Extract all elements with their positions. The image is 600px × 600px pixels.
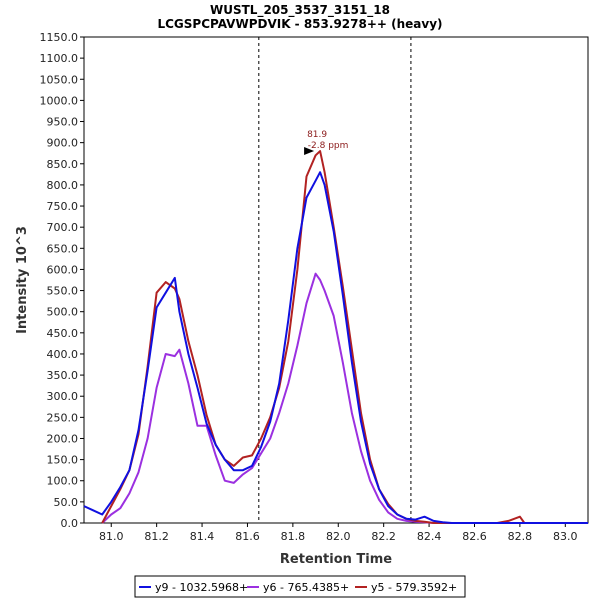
y-axis-ticks: 0.0 50.0 100.0 150.0 200.0 250.0 300.0 350.0 400… [40, 31, 84, 530]
peak-marker-arrow [304, 146, 315, 155]
peak-boundaries [258, 37, 412, 523]
y-tick-label: 250.0 [47, 411, 79, 424]
chart-title: WUSTL_205_3537_3151_18 [210, 3, 390, 18]
legend-label: y9 - 1032.5968+ [155, 581, 248, 594]
y-tick-label: 850.0 [47, 158, 79, 171]
chart-subtitle: LCGSPCPAVWPDVIK - 853.9278++ (heavy) [157, 17, 442, 31]
y-tick-label: 550.0 [47, 285, 79, 298]
y-tick-label: 150.0 [47, 454, 79, 467]
y-tick-label: 350.0 [47, 369, 79, 382]
plot-frame [83, 36, 589, 524]
y-tick-label: 600.0 [47, 263, 79, 276]
x-tick-label: 82.4 [417, 530, 442, 543]
y-tick-label: 1050.0 [40, 73, 79, 86]
y-tick-label: 950.0 [47, 116, 79, 129]
y-tick-label: 1150.0 [40, 31, 79, 44]
y-tick-label: 450.0 [47, 327, 79, 340]
x-axis-label: Retention Time [280, 552, 392, 567]
x-tick-label: 82.2 [371, 530, 396, 543]
x-tick-label: 82.6 [462, 530, 487, 543]
y-tick-label: 100.0 [47, 475, 79, 488]
y-tick-label: 700.0 [47, 221, 79, 234]
legend-box [134, 575, 466, 598]
y-tick-label: 900.0 [47, 137, 79, 150]
y-tick-label: 800.0 [47, 179, 79, 192]
y-tick-label: 1000.0 [40, 94, 79, 107]
legend-label: y6 - 765.4385+ [263, 581, 349, 594]
annotation-rt: 81.9 [307, 130, 327, 140]
y-tick-label: 200.0 [47, 432, 79, 445]
y-tick-label: 650.0 [47, 242, 79, 255]
series-layer [83, 150, 588, 524]
annotation-ppm: -2.8 ppm [308, 141, 349, 151]
x-tick-label: 81.2 [144, 530, 169, 543]
x-tick-label: 81.6 [235, 530, 260, 543]
series-line-y6 [101, 272, 452, 524]
x-axis-ticks: 81.0 81.2 81.4 81.6 81.8 82.0 82.2 82.4 82.6 82.8… [99, 523, 578, 543]
legend-label: y5 - 579.3592+ [371, 581, 457, 594]
x-tick-label: 81.0 [99, 530, 124, 543]
series-line-y9 [83, 171, 588, 524]
y-tick-label: 50.0 [54, 496, 79, 509]
y-tick-label: 300.0 [47, 390, 79, 403]
x-tick-label: 81.8 [281, 530, 306, 543]
y-tick-label: 1100.0 [40, 52, 79, 65]
legend: y9 - 1032.5968+ y6 - 765.4385+ y5 - 579.35… [134, 575, 466, 598]
y-axis-label: Intensity 10^3 [15, 226, 30, 334]
y-tick-label: 750.0 [47, 200, 79, 213]
x-tick-label: 83.0 [553, 530, 578, 543]
x-tick-label: 81.4 [190, 530, 215, 543]
x-tick-label: 82.0 [326, 530, 351, 543]
x-tick-label: 82.8 [508, 530, 533, 543]
y-tick-label: 500.0 [47, 306, 79, 319]
y-tick-label: 0.0 [61, 517, 79, 530]
y-tick-label: 400.0 [47, 348, 79, 361]
peak-annotation: 81.9-2.8 ppm [304, 130, 348, 155]
